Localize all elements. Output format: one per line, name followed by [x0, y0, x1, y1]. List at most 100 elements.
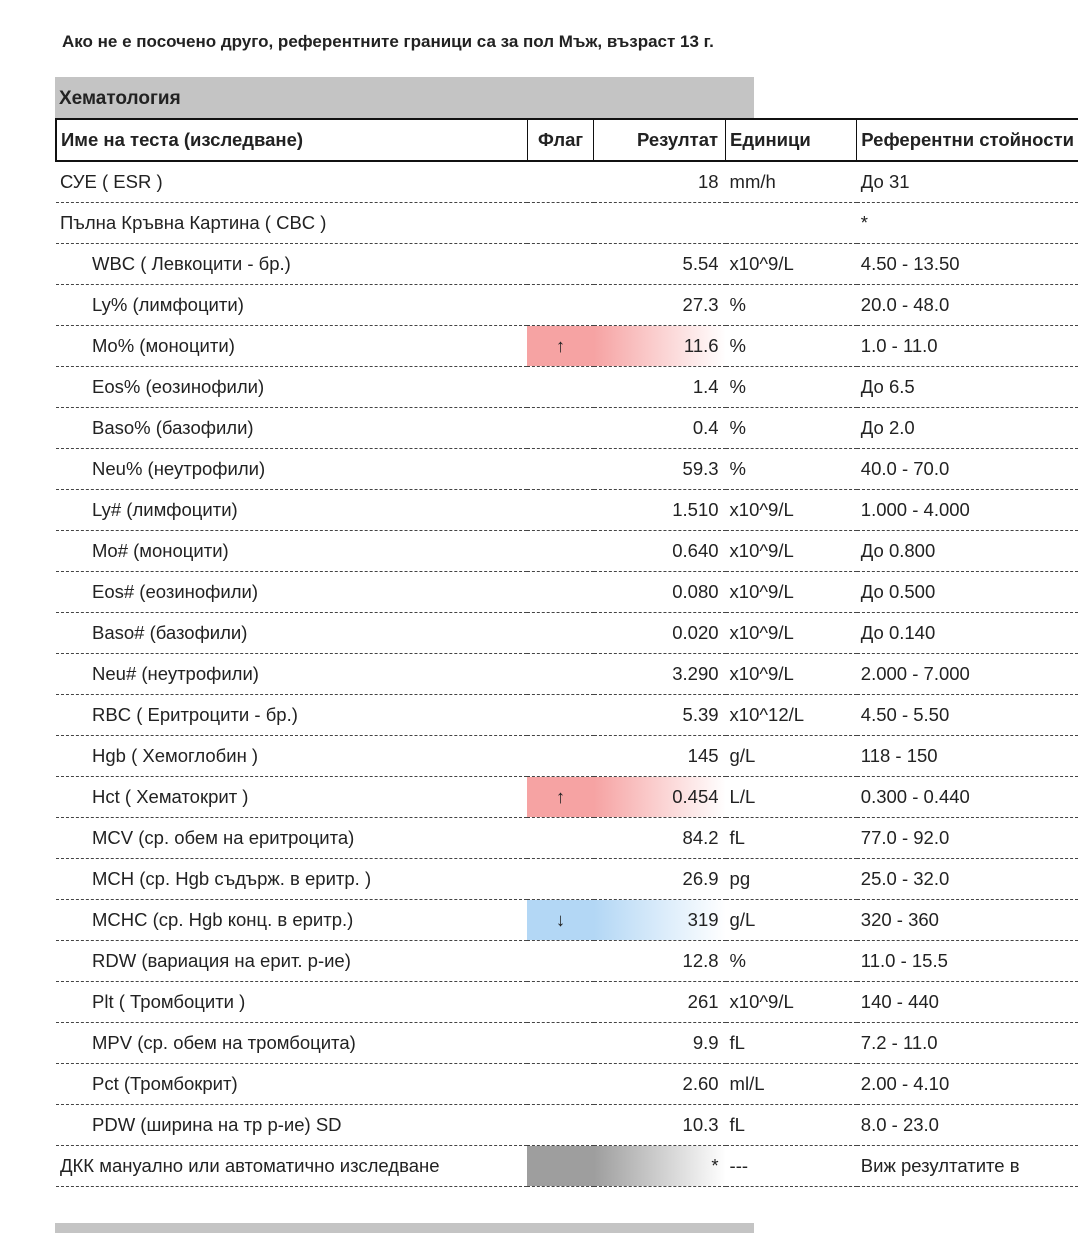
- result: 0.640: [593, 530, 726, 572]
- units: fL: [725, 817, 857, 859]
- reference: 1.000 - 4.000: [856, 489, 1078, 531]
- header-row: Име на теста (изследване) Флаг Резултат Еди…: [54, 118, 1078, 162]
- test-name: Hct ( Хематокрит ): [56, 776, 528, 818]
- flag: [527, 243, 594, 285]
- units: x10^9/L: [725, 489, 857, 531]
- reference: 7.2 - 11.0: [856, 1022, 1078, 1064]
- units: ml/L: [725, 1063, 857, 1105]
- table-row: WBC ( Левкоцити - бр.) 5.54 x10^9/L 4.50 - …: [56, 243, 1078, 285]
- table-row: Baso% (базофили) 0.4% До 2.0: [56, 407, 1078, 449]
- units: %: [725, 366, 857, 408]
- flag: [527, 571, 594, 613]
- test-name: Plt ( Тромбоцити ): [56, 981, 528, 1023]
- test-name: WBC ( Левкоцити - бр.): [56, 243, 528, 285]
- result: 18: [593, 161, 726, 203]
- result: 5.39: [593, 694, 726, 736]
- test-name: Neu# (неутрофили): [56, 653, 528, 695]
- test-name: MCHC (ср. Hgb конц. в еритр.): [56, 899, 528, 941]
- flag: [527, 284, 594, 326]
- table-row: Mo% (моноцити) ↑ 11.6% 1.0 - 11.0: [56, 325, 1078, 367]
- table-row: MCV (ср. обем на еритроцита) 84.2 fL 77.0 -…: [56, 817, 1078, 859]
- test-name: Ly# (лимфоцити): [56, 489, 528, 531]
- test-name: Hgb ( Хемоглобин ): [56, 735, 528, 777]
- table-row: Baso# (базофили) 0.020 x10^9/L До 0.140: [56, 612, 1078, 654]
- note: Ако не е посочено друго, референтните гр…: [62, 32, 714, 51]
- result: 9.9: [593, 1022, 726, 1064]
- table-row: Neu# (неутрофили) 3.290 x10^9/L 2.000 - 7.0…: [56, 653, 1078, 695]
- reference: До 0.800: [856, 530, 1078, 572]
- units: %: [725, 284, 857, 326]
- test-name: Eos% (еозинофили): [56, 366, 528, 408]
- test-name: RBC ( Еритроцити - бр.): [56, 694, 528, 736]
- flag: ↑: [527, 325, 594, 367]
- table-body: СУЕ ( ESR ) 18 mm/h До 31 Пълна Кръвна Карти…: [56, 161, 1078, 1187]
- reference: До 2.0: [856, 407, 1078, 449]
- result: 12.8: [593, 940, 726, 982]
- result: 145: [593, 735, 726, 777]
- test-name: Eos# (еозинофили): [56, 571, 528, 613]
- reference: До 31: [856, 161, 1078, 203]
- flag: [527, 448, 594, 490]
- reference: 25.0 - 32.0: [856, 858, 1078, 900]
- units: g/L: [725, 899, 857, 941]
- table-row: Eos% (еозинофили) 1.4% До 6.5: [56, 366, 1078, 408]
- result: 84.2: [593, 817, 726, 859]
- flag: [527, 161, 594, 203]
- flag: [527, 612, 594, 654]
- results-table: Име на теста (изследване) Флаг Резултат Еди…: [54, 118, 1078, 1187]
- test-name: MCH (ср. Hgb съдърж. в еритр. ): [56, 858, 528, 900]
- reference: 4.50 - 13.50: [856, 243, 1078, 285]
- table-row: Eos# (еозинофили) 0.080 x10^9/L До 0.500: [56, 571, 1078, 613]
- table-row: MCH (ср. Hgb съдърж. в еритр. ) 26.9 pg 25.…: [56, 858, 1078, 900]
- table-row: PDW (ширина на тр р-ие) SD 10.3 fL 8.0 - 23…: [56, 1104, 1078, 1146]
- test-name: MCV (ср. обем на еритроцита): [56, 817, 528, 859]
- reference: До 6.5: [856, 366, 1078, 408]
- units: x10^9/L: [725, 243, 857, 285]
- table-row: СУЕ ( ESR ) 18 mm/h До 31: [56, 161, 1078, 203]
- column-header: Флаг: [526, 118, 594, 162]
- flag: [527, 366, 594, 408]
- test-name: Baso# (базофили): [56, 612, 528, 654]
- units: x10^9/L: [725, 530, 857, 572]
- result: 59.3: [593, 448, 726, 490]
- reference: *: [856, 202, 1078, 244]
- table-row: ДКК мануално или автоматично изследване *…: [56, 1145, 1078, 1187]
- flag: [527, 1104, 594, 1146]
- flag: [527, 653, 594, 695]
- flag: [527, 530, 594, 572]
- reference: 8.0 - 23.0: [856, 1104, 1078, 1146]
- column-header: Име на теста (изследване): [54, 118, 528, 162]
- table-row: Hct ( Хематокрит ) ↑ 0.454 L/L 0.300 - 0.440: [56, 776, 1078, 818]
- units: g/L: [725, 735, 857, 777]
- flag: [527, 694, 594, 736]
- result: 0.020: [593, 612, 726, 654]
- flag: ↑: [527, 776, 594, 818]
- flag: [527, 1145, 594, 1187]
- flag: [527, 407, 594, 449]
- reference: 1.0 - 11.0: [856, 325, 1078, 367]
- result: [593, 202, 726, 244]
- table-row: MPV (ср. обем на тромбоцита) 9.9 fL 7.2 - 1…: [56, 1022, 1078, 1064]
- result: 1.4: [593, 366, 726, 408]
- result: 2.60: [593, 1063, 726, 1105]
- reference: 140 - 440: [856, 981, 1078, 1023]
- flag: [527, 489, 594, 531]
- table-row: MCHC (ср. Hgb конц. в еритр.) ↓ 319 g/L 320 …: [56, 899, 1078, 941]
- result: 3.290: [593, 653, 726, 695]
- table-row: Ly# (лимфоцити) 1.510 x10^9/L 1.000 - 4.000: [56, 489, 1078, 531]
- table-row: Ly% (лимфоцити) 27.3% 20.0 - 48.0: [56, 284, 1078, 326]
- reference: 118 - 150: [856, 735, 1078, 777]
- units: %: [725, 940, 857, 982]
- flag: [527, 858, 594, 900]
- reference: 40.0 - 70.0: [856, 448, 1078, 490]
- result: 26.9: [593, 858, 726, 900]
- result: 10.3: [593, 1104, 726, 1146]
- units: mm/h: [725, 161, 857, 203]
- test-name: Pct (Тромбокрит): [56, 1063, 528, 1105]
- table-row: Пълна Кръвна Картина ( CBC ) *: [56, 202, 1078, 244]
- result: 261: [593, 981, 726, 1023]
- units: %: [725, 448, 857, 490]
- units: %: [725, 407, 857, 449]
- reference: 11.0 - 15.5: [856, 940, 1078, 982]
- flag: [527, 940, 594, 982]
